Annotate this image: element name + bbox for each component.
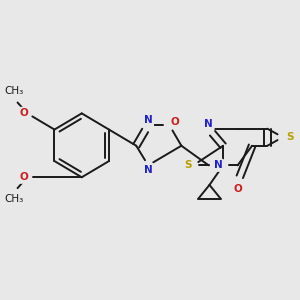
Text: S: S bbox=[184, 160, 192, 170]
Text: N: N bbox=[204, 118, 213, 129]
Text: O: O bbox=[170, 117, 179, 127]
Text: N: N bbox=[214, 160, 222, 170]
Text: O: O bbox=[233, 184, 242, 194]
Text: N: N bbox=[144, 115, 152, 125]
Text: S: S bbox=[286, 132, 293, 142]
Text: CH₃: CH₃ bbox=[4, 86, 23, 96]
Text: O: O bbox=[20, 172, 28, 182]
Text: N: N bbox=[144, 165, 152, 176]
Text: O: O bbox=[20, 108, 28, 118]
Text: CH₃: CH₃ bbox=[4, 194, 23, 204]
